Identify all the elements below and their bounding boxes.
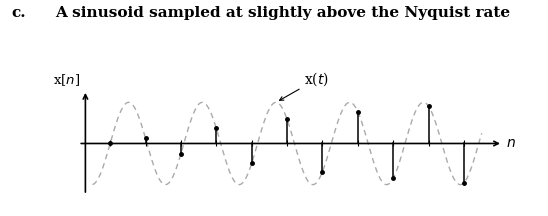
Text: c.: c. [11,6,26,21]
Text: x($\it{t}$): x($\it{t}$) [279,70,329,100]
Text: $\it{n}$: $\it{n}$ [506,137,516,151]
Text: A sinusoid sampled at slightly above the Nyquist rate: A sinusoid sampled at slightly above the… [55,6,510,21]
Text: x[$\it{n}$]: x[$\it{n}$] [53,72,80,88]
